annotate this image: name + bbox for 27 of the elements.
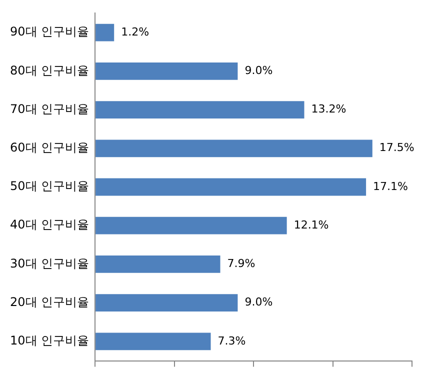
data-label: 7.3% [218,334,246,348]
bar [96,62,238,80]
y-tick-label: 80대 인구비율 [10,63,90,78]
data-label: 1.2% [121,25,150,38]
y-tick-label: 60대 인구비율 [10,140,90,155]
data-label: 17.1% [373,180,408,193]
bar [96,256,220,273]
bar [96,24,114,42]
y-tick-label: 20대 인구비율 [10,294,90,309]
bar [96,294,238,312]
data-label: 9.0% [244,64,273,77]
y-tick-label: 10대 인구비율 [10,334,90,348]
y-tick-label: 40대 인구비율 [10,218,90,232]
data-label: 12.1% [294,218,329,232]
bar [96,178,366,196]
data-label: 13.2% [311,102,346,116]
bar [96,332,211,350]
y-tick-label: 30대 인구비율 [10,256,90,270]
y-tick-label: 50대 인구비율 [10,179,90,194]
data-label: 7.9% [227,257,256,270]
y-tick-label: 70대 인구비율 [10,102,90,116]
bar [96,101,304,118]
bar [96,140,372,158]
data-label: 9.0% [244,296,273,309]
bar [96,216,287,234]
data-label: 17.5% [379,141,414,154]
y-tick-label: 90대 인구비율 [10,24,90,39]
